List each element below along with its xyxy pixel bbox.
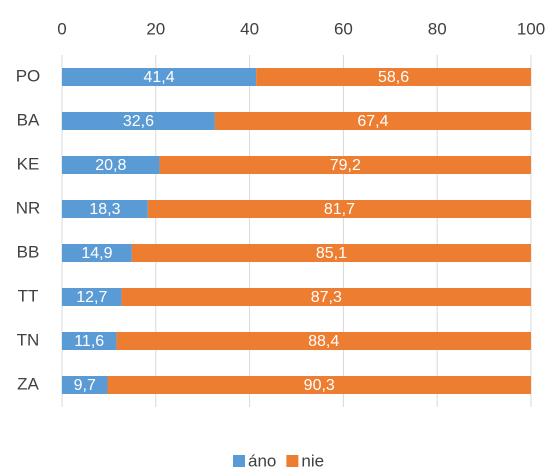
- y-tick-label: BA: [17, 110, 40, 129]
- bar-segment: [62, 288, 122, 306]
- bar-segment: [62, 68, 257, 86]
- x-tick-label: 0: [57, 19, 66, 38]
- bar-segment: [62, 244, 132, 262]
- bar-segment: [62, 376, 108, 394]
- data-label: 88,4: [308, 333, 339, 350]
- data-label: 67,4: [357, 113, 388, 130]
- legend-label: áno: [248, 451, 276, 470]
- data-label: 41,4: [144, 69, 175, 86]
- bar-segment: [214, 112, 532, 130]
- bar-segment: [159, 156, 531, 174]
- bar-segment: [147, 200, 531, 218]
- data-label: 81,7: [324, 201, 355, 218]
- y-tick-label: BB: [17, 242, 40, 261]
- y-tick-label: TT: [18, 286, 39, 305]
- legend-swatch: [233, 455, 245, 467]
- data-label: 14,9: [81, 245, 112, 262]
- bar-segment: [131, 244, 532, 262]
- x-tick-label: 100: [517, 19, 545, 38]
- bar-segment: [107, 376, 532, 394]
- legend-swatch: [286, 455, 299, 467]
- y-tick-label: PO: [16, 66, 41, 85]
- data-label: 12,7: [76, 289, 107, 306]
- data-label: 87,3: [311, 289, 342, 306]
- y-tick-label: TN: [17, 330, 40, 349]
- data-label: 32,6: [123, 113, 154, 130]
- y-tick-label: ZA: [17, 374, 39, 393]
- data-label: 18,3: [89, 201, 120, 218]
- data-label: 58,6: [378, 69, 409, 86]
- bar-segment: [116, 332, 532, 350]
- legend-label: nie: [301, 451, 324, 470]
- bar-segment: [62, 112, 215, 130]
- x-tick-label: 60: [334, 19, 353, 38]
- data-label: 85,1: [316, 245, 347, 262]
- bar-segment: [62, 200, 148, 218]
- y-tick-label: KE: [17, 154, 40, 173]
- bar-segment: [121, 288, 532, 306]
- data-label: 11,6: [74, 333, 104, 350]
- y-tick-label: NR: [16, 198, 41, 217]
- x-tick-label: 80: [428, 19, 447, 38]
- bar-segment: [62, 156, 160, 174]
- data-label: 20,8: [95, 157, 126, 174]
- x-tick-label: 40: [240, 19, 259, 38]
- data-label: 9,7: [74, 377, 96, 394]
- data-label: 90,3: [304, 377, 335, 394]
- x-tick-label: 20: [146, 19, 165, 38]
- bar-segment: [62, 332, 117, 350]
- data-label: 79,2: [330, 157, 361, 174]
- bar-segment: [256, 68, 531, 86]
